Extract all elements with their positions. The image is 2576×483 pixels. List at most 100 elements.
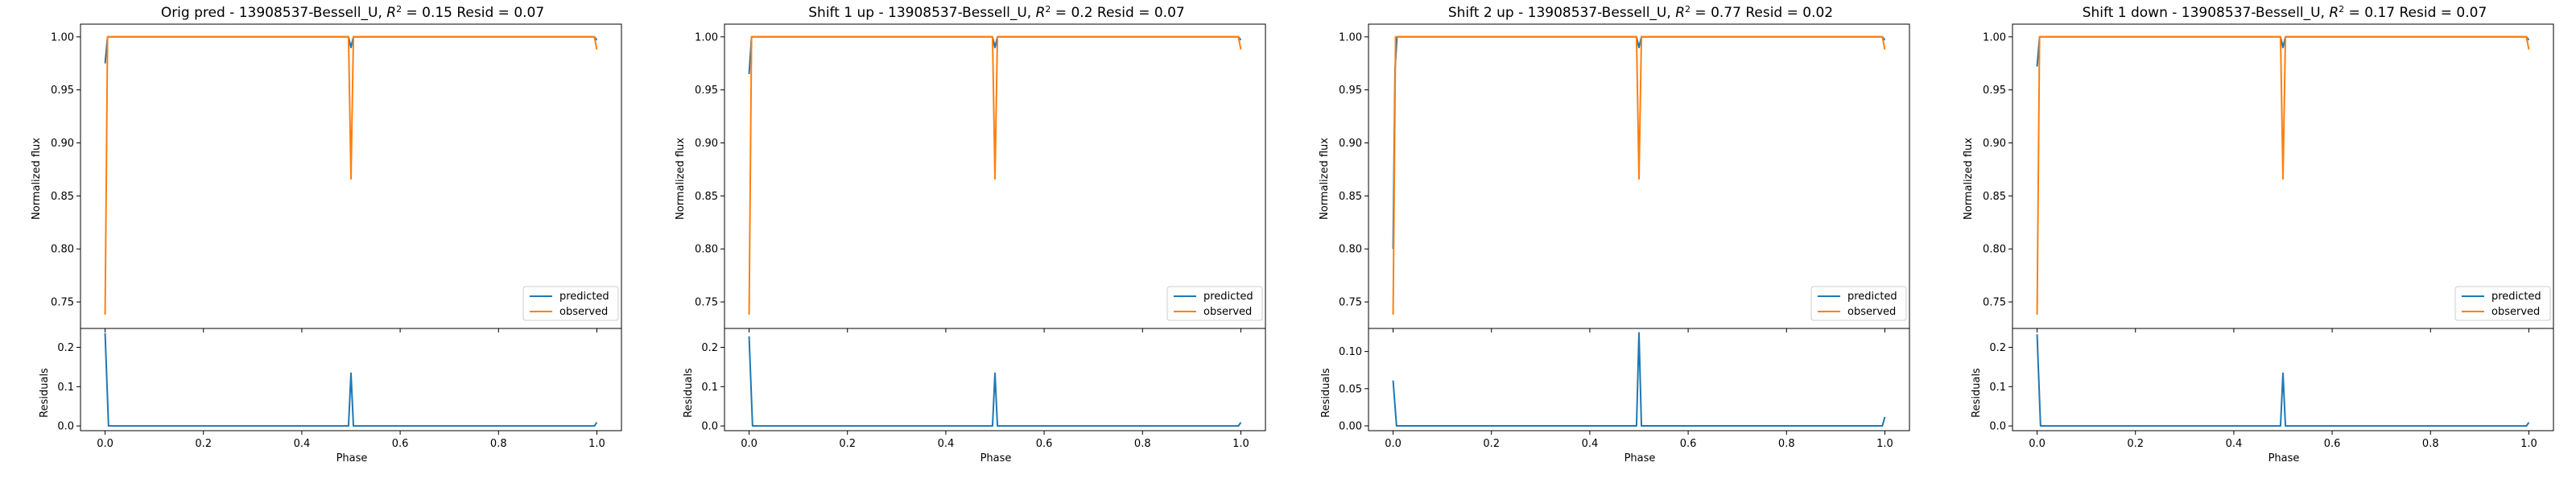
series-line-residuals (104, 332, 598, 427)
legend-label-predicted: predicted (2491, 291, 2541, 303)
series-line-residuals (1392, 332, 1886, 427)
y-tick-label: 1.00 (1983, 31, 2006, 43)
axes-frame (2012, 328, 2554, 431)
x-tick-label: 0.0 (741, 438, 758, 450)
x-tick-label: 0.2 (839, 438, 856, 450)
flux-plot: 0.75 0.80 0.85 0.90 0.95 1.00 (51, 23, 622, 332)
panel-title: Orig pred - 13908537-Bessell_U, R2 = 0.1… (161, 4, 544, 21)
x-tick-label: 0.6 (392, 438, 409, 450)
x-tick-label: 1.0 (1232, 438, 1249, 450)
series-line-observed (1392, 35, 1886, 315)
flux-axes: Normalized flux 0.75 0.80 0.85 0.90 0.95 1.00… (31, 23, 622, 332)
y-tick-label: 0.10 (1339, 346, 1362, 358)
panel-title: Shift 1 up - 13908537-Bessell_U, R2 = 0.… (808, 4, 1184, 21)
y-tick-label: 0.1 (1989, 382, 2006, 394)
legend-label-observed: observed (1203, 306, 1252, 318)
y-tick-label: 0.75 (695, 297, 718, 309)
x-tick-label: 0.8 (1778, 438, 1795, 450)
x-tick-label: 0.4 (1582, 438, 1599, 450)
residuals-axis-label: Residuals (39, 368, 51, 418)
legend-label-observed: observed (2491, 306, 2540, 318)
flux-axis-label: Normalized flux (31, 138, 43, 220)
y-tick-label: 0.75 (1339, 297, 1362, 309)
legend: predicted observed (1166, 286, 1263, 321)
y-tick-label: 0.90 (51, 138, 74, 150)
phase-axis-label: Phase (336, 452, 368, 464)
flux-plot: 0.75 0.80 0.85 0.90 0.95 1.00 (695, 23, 1266, 332)
x-tick-label: 0.0 (1385, 438, 1402, 450)
x-tick-label: 0.2 (195, 438, 212, 450)
y-tick-label: 0.90 (1339, 138, 1362, 150)
y-tick-label: 0.75 (1983, 297, 2006, 309)
y-tick-label: 0.80 (695, 244, 718, 256)
legend: predicted observed (522, 286, 619, 321)
residuals-axes: Residuals 0.0 0.1 0.2 0.0 0.2 0.4 0.6 0.8 1.0 Ph… (683, 328, 1266, 464)
x-tick-label: 0.8 (490, 438, 507, 450)
y-tick-label: 0.2 (701, 342, 718, 354)
axes-frame (80, 328, 622, 431)
phase-axis-label: Phase (2268, 452, 2300, 464)
x-tick-label: 0.4 (294, 438, 311, 450)
panel-title: Shift 1 down - 13908537-Bessell_U, R2 = … (2083, 4, 2487, 21)
panel-shift-1-down: Shift 1 down - 13908537-Bessell_U, R2 = … (1963, 4, 2554, 464)
series-line-observed (104, 35, 598, 315)
residuals-plot: 0.00 0.05 0.10 0.0 0.2 0.4 0.6 0.8 1.0 (1339, 328, 1910, 450)
y-tick-label: 0.00 (1339, 420, 1362, 432)
residuals-axis-label: Residuals (1971, 368, 1983, 418)
x-tick-label: 0.2 (2127, 438, 2144, 450)
x-tick-label: 0.4 (2226, 438, 2243, 450)
y-tick-label: 0.2 (1989, 342, 2006, 354)
flux-axes: Normalized flux 0.75 0.80 0.85 0.90 0.95 1.00… (1319, 23, 1910, 332)
y-tick-label: 1.00 (1339, 31, 1362, 43)
y-tick-label: 1.00 (51, 31, 74, 43)
legend-label-predicted: predicted (1203, 291, 1253, 303)
y-tick-label: 0.0 (57, 421, 74, 433)
flux-axis-label: Normalized flux (1319, 138, 1331, 220)
residuals-axes: Residuals 0.00 0.05 0.10 0.0 0.2 0.4 0.6 0.8 1.0… (1320, 328, 1910, 464)
y-tick-label: 0.95 (695, 85, 718, 97)
y-tick-label: 0.80 (51, 244, 74, 256)
y-tick-label: 1.00 (695, 31, 718, 43)
flux-plot: 0.75 0.80 0.85 0.90 0.95 1.00 (1983, 23, 2554, 332)
legend: predicted observed (2454, 286, 2551, 321)
y-tick-label: 0.85 (1339, 191, 1362, 203)
y-tick-label: 0.05 (1339, 383, 1362, 395)
phase-axis-label: Phase (980, 452, 1012, 464)
flux-axes: Normalized flux 0.75 0.80 0.85 0.90 0.95 1.00… (1963, 23, 2554, 332)
legend-label-predicted: predicted (559, 291, 609, 303)
y-tick-label: 0.90 (695, 138, 718, 150)
x-tick-label: 1.0 (2520, 438, 2537, 450)
phase-axis-label: Phase (1624, 452, 1656, 464)
legend: predicted observed (1810, 286, 1907, 321)
legend-label-observed: observed (1847, 306, 1896, 318)
flux-axes: Normalized flux 0.75 0.80 0.85 0.90 0.95 1.00… (675, 23, 1266, 332)
residuals-axes: Residuals 0.0 0.1 0.2 0.0 0.2 0.4 0.6 0.8 1.0 Ph… (39, 328, 622, 464)
x-tick-label: 0.2 (1483, 438, 1500, 450)
flux-axis-label: Normalized flux (675, 138, 687, 220)
y-tick-label: 0.85 (51, 191, 74, 203)
series-line-residuals (748, 336, 1242, 427)
series-line-residuals (2036, 334, 2530, 427)
panel-title: Shift 2 up - 13908537-Bessell_U, R2 = 0.… (1448, 4, 1833, 21)
residuals-axis-label: Residuals (1320, 368, 1332, 418)
y-tick-label: 0.1 (57, 382, 74, 394)
y-tick-label: 0.85 (1983, 191, 2006, 203)
x-tick-label: 0.0 (2029, 438, 2046, 450)
x-tick-label: 1.0 (1876, 438, 1893, 450)
x-tick-label: 0.6 (1680, 438, 1697, 450)
y-tick-label: 0.75 (51, 297, 74, 309)
x-tick-label: 0.8 (1134, 438, 1151, 450)
legend-label-predicted: predicted (1847, 291, 1897, 303)
y-tick-label: 0.80 (1339, 244, 1362, 256)
panel-shift-2-up: Shift 2 up - 13908537-Bessell_U, R2 = 0.… (1319, 4, 1910, 464)
y-tick-label: 0.2 (57, 342, 74, 354)
y-tick-label: 0.0 (1989, 421, 2006, 433)
panel-shift-1-up: Shift 1 up - 13908537-Bessell_U, R2 = 0.… (675, 4, 1266, 464)
x-tick-label: 0.6 (2324, 438, 2341, 450)
residuals-axis-label: Residuals (683, 368, 695, 418)
x-tick-label: 0.6 (1036, 438, 1053, 450)
x-tick-label: 1.0 (588, 438, 605, 450)
y-tick-label: 0.95 (1339, 85, 1362, 97)
